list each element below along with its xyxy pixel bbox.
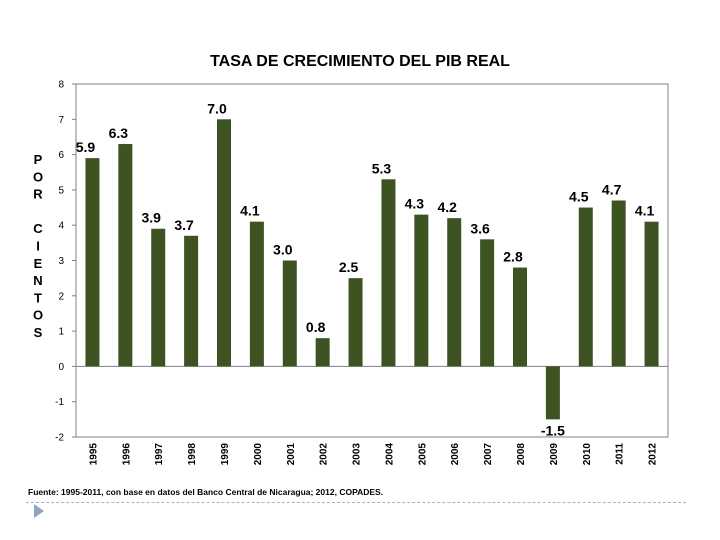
y-label-letter: N <box>33 273 42 288</box>
x-tick-label: 2011 <box>615 443 626 465</box>
bar-1999 <box>217 119 231 367</box>
y-tick-label: 8 <box>58 80 64 91</box>
bar-2007 <box>480 239 495 367</box>
bar-2004 <box>381 179 396 367</box>
bar-2001 <box>282 260 297 367</box>
x-tick-label: 2010 <box>582 443 593 466</box>
bar-1997 <box>151 228 166 367</box>
bar-2000 <box>249 221 264 367</box>
x-tick-label: 1997 <box>154 443 165 466</box>
data-label-1997: 3.9 <box>141 210 161 226</box>
data-label-2004: 5.3 <box>372 160 392 176</box>
y-label-letter: I <box>36 239 40 254</box>
data-label-2010: 4.5 <box>569 189 589 205</box>
footer-divider <box>26 502 686 503</box>
data-label-2007: 3.6 <box>470 220 490 236</box>
x-tick-label: 1996 <box>121 443 132 466</box>
x-tick-label: 1995 <box>88 443 99 466</box>
y-label-letter: P <box>34 152 43 167</box>
y-label-letter: S <box>34 325 43 340</box>
x-tick-label: 1998 <box>187 443 198 466</box>
x-tick-label: 2000 <box>253 443 264 466</box>
bar-2010 <box>578 207 593 367</box>
x-tick-label: 1999 <box>220 443 231 466</box>
y-tick-label: 3 <box>58 256 64 267</box>
y-label-letter: C <box>33 221 43 236</box>
next-slide-arrow-icon[interactable] <box>34 504 44 518</box>
bar-2011 <box>611 200 626 367</box>
data-label-2011: 4.7 <box>602 181 622 197</box>
y-tick-label: -2 <box>55 433 64 444</box>
bar-2008 <box>513 267 527 367</box>
x-tick-label: 2004 <box>384 443 395 466</box>
x-tick-label: 2012 <box>648 443 659 466</box>
chart-title: TASA DE CRECIMIENTO DEL PIB REAL <box>210 53 510 70</box>
x-tick-label: 2002 <box>319 443 330 466</box>
data-labels: 5.9 6.3 3.9 3.7 7.0 4.1 3.0 0.8 2.5 5.3 4.3 4.2 3.6 2… <box>76 100 655 438</box>
data-label-2005: 4.3 <box>405 196 425 212</box>
y-label-letter: R <box>33 187 43 202</box>
y-tick-label: 6 <box>58 150 64 161</box>
data-label-1996: 6.3 <box>109 125 129 141</box>
y-tick-label: 7 <box>58 115 64 126</box>
x-tick-label: 2007 <box>483 443 494 466</box>
y-axis-ticks: -2 -1 0 1 2 3 4 5 6 7 8 <box>55 80 76 444</box>
y-label-letter: O <box>33 169 43 184</box>
bar-2003 <box>348 278 363 367</box>
data-label-2001: 3.0 <box>273 242 293 258</box>
y-tick-label: -1 <box>55 397 64 408</box>
bar-1995 <box>85 158 100 367</box>
y-tick-label: 4 <box>58 221 64 232</box>
bars <box>85 119 659 420</box>
data-label-2008: 2.8 <box>503 249 523 265</box>
y-label-letter: O <box>33 308 43 323</box>
bar-2005 <box>414 214 429 367</box>
x-axis-ticks: 1995 1996 1997 1998 1999 2000 2001 2002 2003 2004… <box>88 443 658 466</box>
data-label-2000: 4.1 <box>240 203 260 219</box>
bar-1996 <box>118 144 133 367</box>
data-label-2009: -1.5 <box>541 422 565 438</box>
bar-2009 <box>545 366 560 420</box>
x-tick-label: 2006 <box>450 443 461 466</box>
y-tick-label: 2 <box>58 291 64 302</box>
bar-2006 <box>447 218 462 367</box>
x-tick-label: 2008 <box>516 443 527 466</box>
source-note: Fuente: 1995-2011, con base en datos del… <box>28 487 384 497</box>
y-label-letter: T <box>34 290 42 305</box>
y-tick-label: 1 <box>58 327 64 338</box>
y-tick-label: 5 <box>58 185 64 196</box>
data-label-2003: 2.5 <box>339 259 359 275</box>
y-label-letter: E <box>34 256 43 271</box>
x-tick-label: 2001 <box>286 443 297 466</box>
data-label-1995: 5.9 <box>76 139 96 155</box>
bar-2002 <box>315 338 330 367</box>
data-label-2012: 4.1 <box>635 203 655 219</box>
bar-2012 <box>644 221 659 367</box>
data-label-2002: 0.8 <box>306 319 326 335</box>
x-tick-label: 2003 <box>352 443 363 466</box>
data-label-1999: 7.0 <box>207 100 227 116</box>
data-label-2006: 4.2 <box>437 199 457 215</box>
data-label-1998: 3.7 <box>174 217 194 233</box>
x-tick-label: 2005 <box>417 443 428 466</box>
bar-1998 <box>184 235 199 367</box>
x-tick-label: 2009 <box>549 443 560 466</box>
y-tick-label: 0 <box>58 362 64 373</box>
